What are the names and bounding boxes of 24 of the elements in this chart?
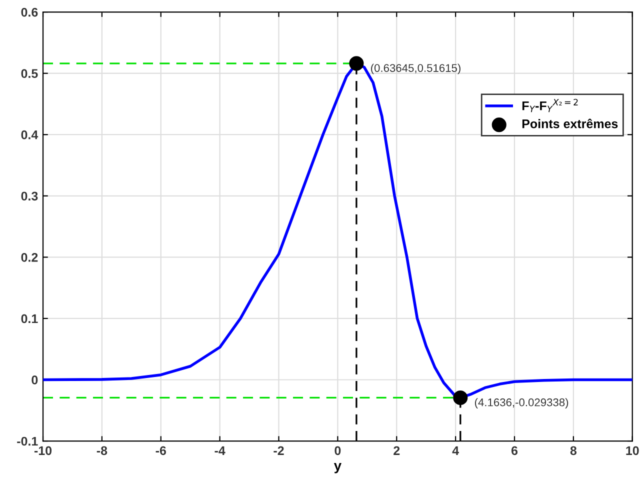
y-tick-label: -0.1: [17, 436, 38, 446]
y-tick-label: 0.6: [21, 8, 38, 17]
x-tick-label: 10: [626, 446, 639, 456]
x-tick-label: -8: [96, 446, 108, 456]
y-tick-label: 0.4: [21, 130, 38, 140]
y-tick-label: 0.5: [21, 69, 38, 78]
x-axis-title: y: [334, 463, 342, 474]
x-tick-label: -4: [214, 446, 226, 455]
y-tick-label: 0.3: [21, 192, 38, 201]
x-tick-label: 6: [511, 446, 518, 456]
x-tick-label: -2: [274, 446, 284, 455]
y-tick-label: 0.1: [21, 314, 38, 324]
legend-label: F$_{Y}$-F$_{Y}$$^{X₂=2}$: [522, 98, 578, 112]
y-tick-label: 0: [32, 376, 38, 384]
legend-label: Points extrêmes: [522, 118, 618, 128]
annotation: (4.1636,-0.029338): [474, 398, 568, 408]
x-tick-label: -6: [156, 446, 166, 456]
x-tick-label: 0: [334, 446, 341, 456]
x-tick-label: 4: [452, 446, 459, 455]
x-tick-label: 2: [394, 446, 400, 455]
y-tick-label: 0.2: [21, 252, 38, 262]
annotation: (0.63645,0.51615): [371, 64, 460, 74]
x-tick-label: 8: [570, 446, 577, 456]
x-tick-label: -10: [34, 446, 52, 456]
